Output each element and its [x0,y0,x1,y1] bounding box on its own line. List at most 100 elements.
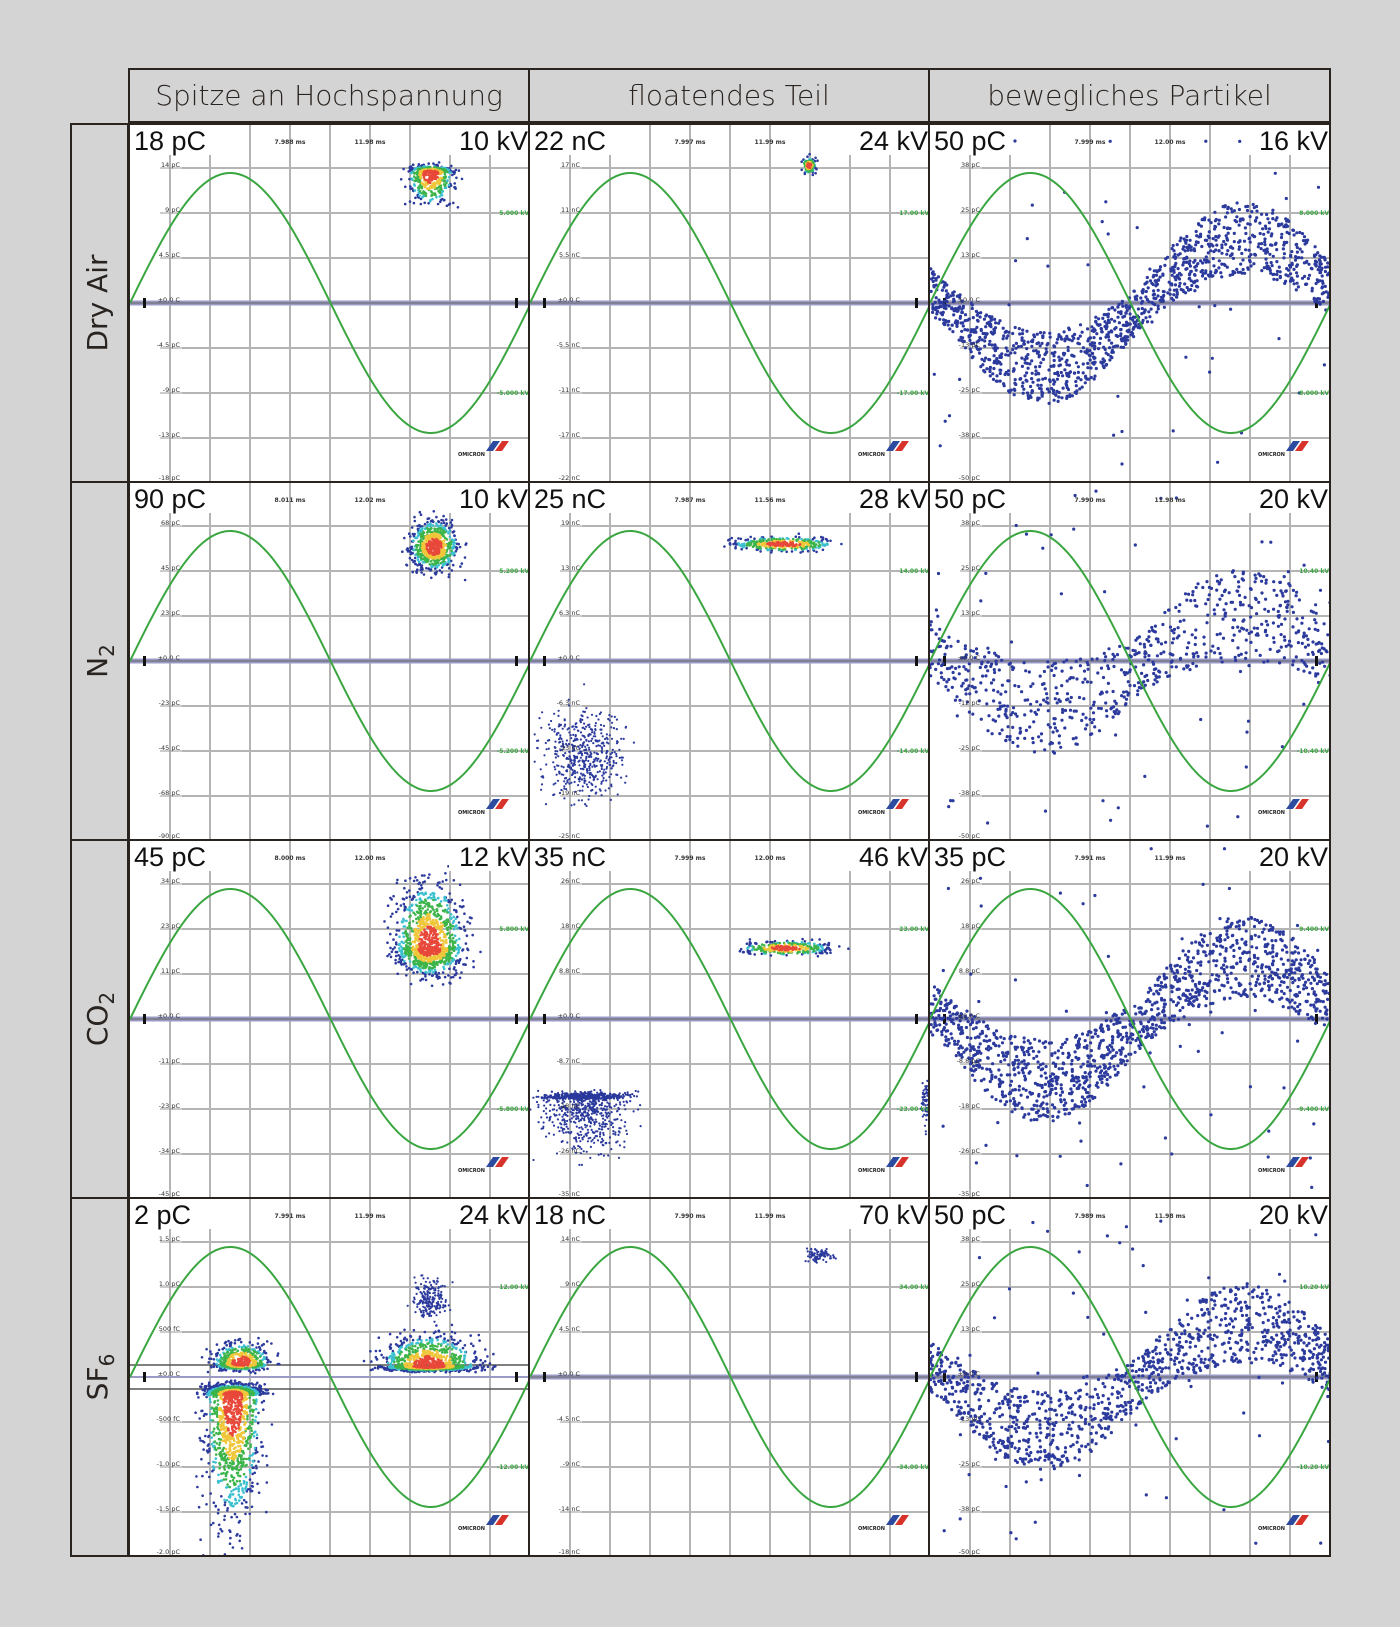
scatter-point [411,178,414,181]
scatter-point [1212,264,1216,268]
scatter-point [458,926,461,930]
scatter-point [1090,325,1094,329]
time-label: 7.987 ms [675,497,706,504]
scatter-point [1143,774,1147,778]
scatter-point [1193,279,1197,283]
scatter-point [1298,230,1302,235]
scatter-point [1174,665,1178,669]
scatter-point [1215,243,1219,247]
scatter-point [1326,261,1329,265]
scatter-point [557,731,560,735]
scatter-point [1194,229,1198,234]
scatter-point [1282,575,1286,579]
y-tick-label: 5.5 nC [559,251,581,259]
scatter-point [1044,347,1048,351]
scatter-point [1194,264,1199,268]
scatter-point [555,733,558,736]
scatter-point [1262,248,1266,253]
scatter-point [1317,265,1321,269]
scatter-point [1209,221,1213,225]
scatter-point [1288,279,1293,283]
scatter-point [797,532,801,535]
scatter-point [1188,668,1192,672]
scatter-point [1255,216,1259,220]
scatter-point [624,726,627,729]
scatter-point [970,684,974,688]
scatter-point [455,176,458,180]
scatter-point [1259,247,1263,251]
scatter-point [587,740,590,743]
scatter-point [578,747,581,750]
scatter-point [553,728,556,731]
scatter-point [397,929,401,932]
scatter-point [1065,658,1069,662]
scatter-point [1178,619,1182,623]
scatter-point [1038,344,1042,348]
scatter-point [414,876,417,879]
scatter-point [1046,709,1050,713]
scatter-point [1215,588,1219,592]
scatter-point [1041,546,1045,550]
scatter-point [1273,242,1277,246]
scatter-point [1326,265,1329,269]
scatter-point [1034,365,1038,369]
scatter-point [1057,364,1061,368]
scatter-point [389,915,393,918]
scatter-point [1282,252,1286,256]
scatter-point [1188,264,1192,268]
scatter-point [558,791,562,795]
scatter-point [1107,667,1111,671]
scatter-point [590,739,593,742]
scatter-point [1206,273,1211,277]
scatter-point [1046,660,1050,664]
scatter-point [431,524,435,527]
scatter-point [1261,227,1265,231]
scatter-point [449,171,453,174]
scatter-point [1059,370,1063,375]
scatter-point [403,886,406,890]
scatter-point [1004,738,1008,742]
scatter-point [395,950,399,954]
scatter-point [585,757,588,760]
scatter-point [1068,708,1073,712]
scatter-point [1040,341,1044,345]
scatter-point [1122,337,1127,341]
scatter-point [1187,641,1191,645]
scatter-point [1153,678,1157,682]
scatter-point [1014,259,1018,263]
scatter-point [971,712,975,716]
scatter-point [938,444,942,448]
scatter-point [396,921,399,924]
scatter-point [540,783,544,786]
scatter-point [951,330,955,334]
scatter-point [421,881,425,884]
scatter-point [1316,628,1320,632]
scatter-point [620,776,623,779]
scatter-point [610,767,613,770]
scatter-point [564,782,567,785]
scatter-point [430,984,434,988]
scatter-point [984,674,988,678]
scatter-point [1143,652,1147,656]
scatter-point [599,744,602,747]
scatter-point [1145,320,1150,324]
scatter-point [1322,291,1326,295]
scatter-point [589,751,592,754]
scatter-point [585,755,588,758]
scatter-point [1116,315,1120,319]
scatter-point [559,749,562,752]
scatter-point [1288,639,1292,643]
scatter-point [1102,366,1106,370]
scatter-point [1147,654,1151,658]
scatter-point [437,971,441,975]
scatter-point [1154,674,1158,678]
scatter-point [562,766,565,769]
scatter-point [1256,245,1260,249]
scatter-point [960,299,964,303]
scatter-point [980,338,984,342]
scatter-point [795,543,798,546]
scatter-point [1026,366,1030,370]
scatter-point [1292,282,1296,286]
scatter-point [790,550,794,553]
